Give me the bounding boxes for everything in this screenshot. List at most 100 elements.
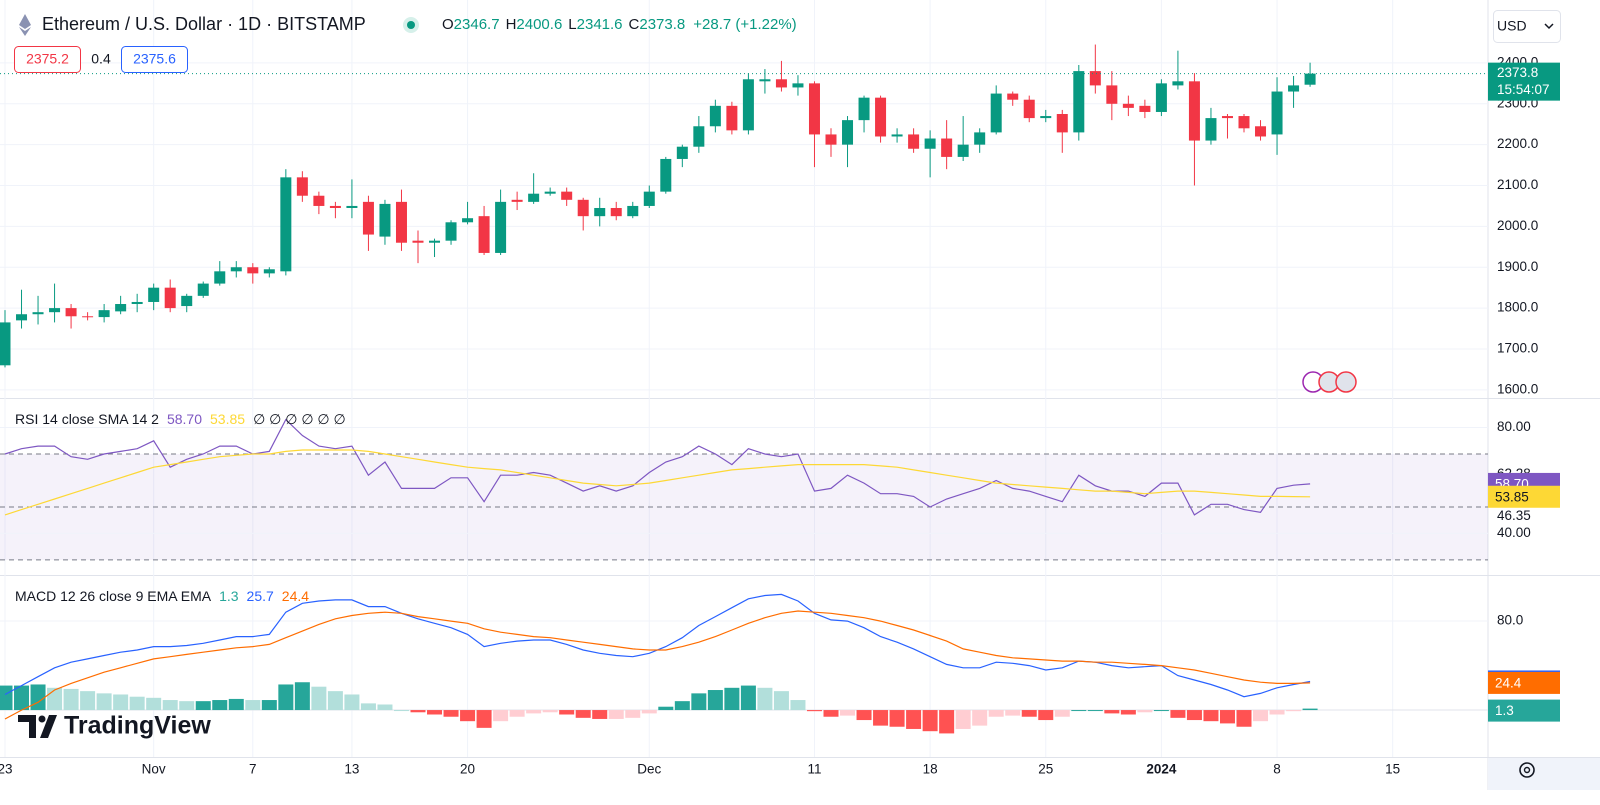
candle-body [445,222,457,241]
candle-body [990,93,1002,133]
candle-body [775,79,787,88]
histogram-bar [393,710,409,712]
candle-body [792,83,804,88]
symbol-title: Ethereum / U.S. Dollar · 1D · BITSTAMP [42,14,366,34]
histogram-bar [674,701,690,711]
time-label: 8 [1273,762,1281,777]
candle-body [412,240,424,243]
candle-body [0,322,11,366]
currency-dropdown[interactable] [1493,10,1561,43]
time-label: 7 [249,762,257,777]
axis-value-tag: 1.3 [1495,703,1514,718]
histogram-bar [1120,710,1136,715]
candle-body [280,177,292,272]
histogram-bar [261,700,277,711]
histogram-bar [806,710,822,712]
histogram-bar [823,710,839,717]
eth-icon [19,14,31,36]
histogram-bar [972,710,988,726]
histogram-bar [1253,710,1269,722]
histogram-bar [724,687,740,711]
candle-body [263,269,275,274]
candle-body [313,195,325,206]
time-label: 25 [1038,762,1053,777]
candle-body [1288,85,1300,92]
candle-body [214,271,226,284]
price-tick-label: 2000.0 [1497,218,1538,233]
histogram-bar [955,710,971,729]
histogram-bar [63,688,79,711]
candle-body [511,199,523,202]
candle-body [197,283,209,296]
histogram-bar [1071,710,1087,712]
candle-body [1139,105,1151,112]
histogram-bar [1087,710,1103,712]
histogram-bar [179,701,195,711]
candle-body [875,97,887,137]
candle-body [230,267,242,272]
histogram-bar [195,701,211,711]
histogram-bar [1054,710,1070,717]
histogram-bar [740,685,756,711]
histogram-bar [906,710,922,729]
indicator-legend: MACD 12 26 close 9 EMA EMA 1.3 25.7 24.4 [15,588,309,604]
bid-price: 2375.2 [26,51,69,67]
histogram-bar [0,685,13,711]
candle-body [1238,116,1250,129]
histogram-bar [327,691,343,711]
histogram-bar [625,710,641,718]
candle-body [65,308,77,317]
histogram-bar [476,710,492,728]
ohlc-value: 2400.6 [516,16,562,33]
sell-box[interactable] [14,46,81,73]
histogram-bar [245,700,261,711]
candle-body [1172,81,1184,86]
candle-body [643,191,655,206]
candle-body [82,316,94,318]
candle-body [1073,71,1085,133]
histogram-bar [14,685,30,711]
candle-body [181,295,193,307]
candle-body [858,97,870,121]
buy-box[interactable] [121,46,188,73]
candle-body [98,310,110,318]
histogram-bar [427,710,443,715]
candle-body [957,144,969,157]
indicator-legend: RSI 14 close SMA 14 2 58.70 53.85 ∅ ∅ ∅ ∅ ∅… [15,411,346,427]
ohlc-legend: O2346.7 H2400.6 L2341.6 C2373.8 +28.7 (+1.22… [442,16,797,33]
histogram-bar [294,682,310,711]
candle-body [478,216,490,253]
candle-body [346,205,358,208]
market-status-dot [407,21,415,29]
histogram-bar [1005,710,1021,716]
time-label: 11 [807,762,821,777]
price-tick-label: 1800.0 [1497,300,1538,315]
candle-body [908,134,920,149]
candle-body [726,105,738,131]
histogram-bar [542,710,558,713]
candle-body [594,207,606,217]
axis-value-tag: 53.85 [1495,489,1529,504]
ask-price: 2375.6 [133,51,176,67]
histogram-bar [658,706,674,711]
candle-body [429,240,441,243]
ohlc-label: L [568,16,576,33]
time-label: 2024 [1146,762,1177,777]
histogram-bar [707,690,723,711]
event-icon[interactable] [1335,371,1357,393]
candle-body [974,132,986,145]
change: +28.7 (+1.22%) [693,16,796,33]
axis-value-tag-bg [1488,671,1560,694]
histogram-bar [1269,710,1285,715]
ohlc-value: 2341.6 [577,16,623,33]
settings-icon[interactable] [1519,762,1535,778]
histogram-bar [559,710,575,715]
candle-body [924,138,936,149]
brand-name: TradingView [64,712,211,740]
histogram-bar [1186,710,1202,721]
histogram-bar [608,710,624,719]
histogram-bar [509,710,525,717]
candle-body [495,201,507,253]
